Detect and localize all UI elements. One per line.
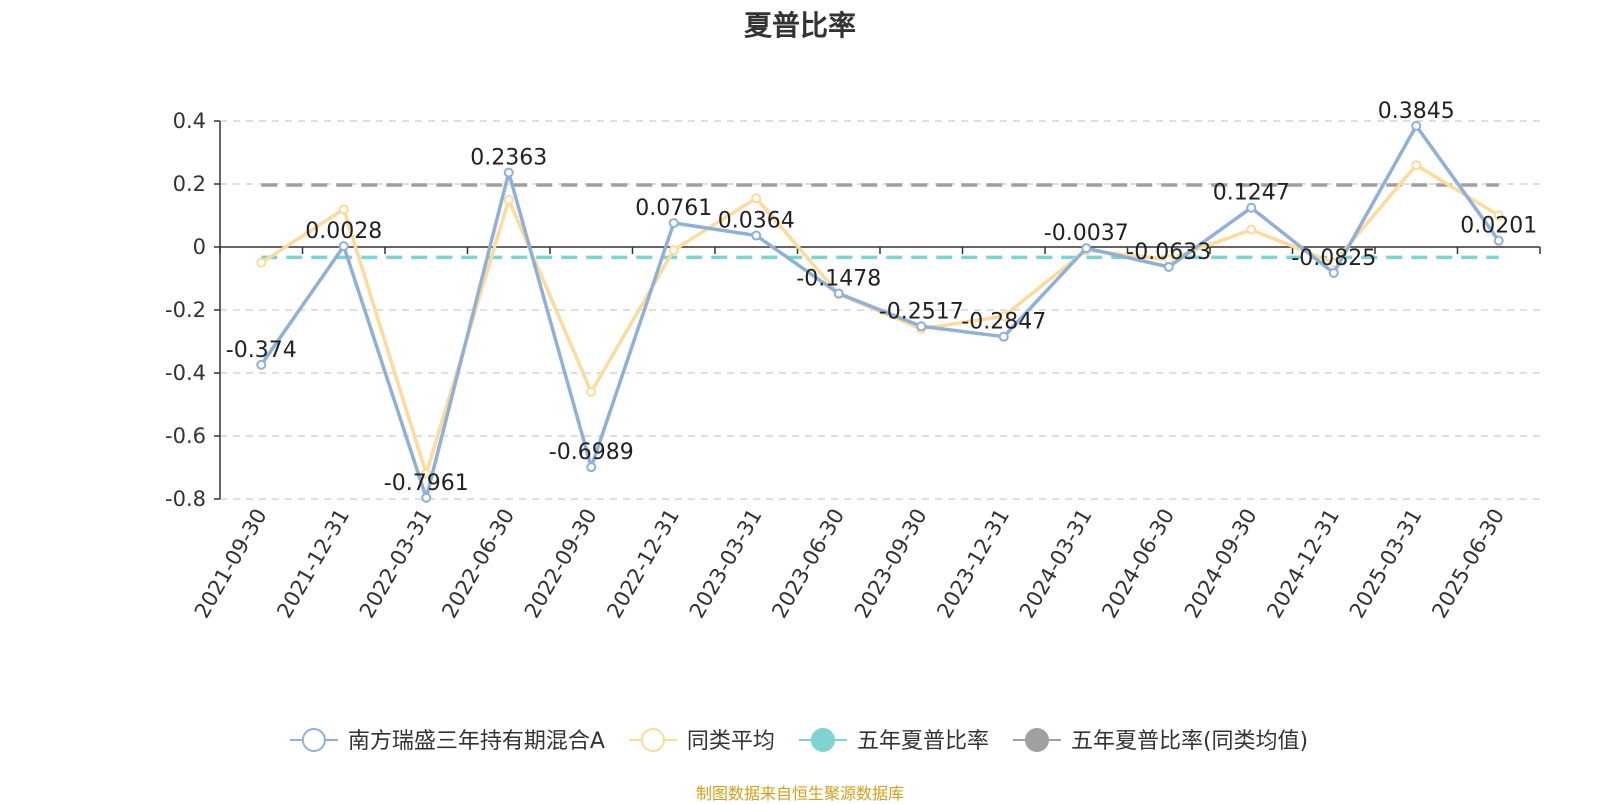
legend-item[interactable]: 南方瑞盛三年持有期混合A [289,728,605,754]
data-point[interactable] [998,311,1009,322]
data-point[interactable] [421,492,432,503]
data-label: -0.1478 [796,267,881,292]
data-point[interactable] [916,321,927,332]
data-point[interactable] [503,194,514,205]
x-tick-label: 2023-09-30 [850,505,932,623]
legend-label: 五年夏普比率(同类均值) [1071,729,1308,754]
x-tick-label: 2022-06-30 [437,505,519,623]
data-point[interactable] [1493,210,1504,221]
legend-marker-icon [640,728,665,752]
data-label: -0.0825 [1291,246,1376,271]
data-label: 0.1247 [1213,181,1290,206]
data-point[interactable] [1246,224,1257,235]
legend[interactable]: 南方瑞盛三年持有期混合A 同类平均 五年夏普比率 五年夏普比率(同类均值) [289,728,1308,754]
legend-item[interactable]: 五年夏普比率 [798,728,989,754]
data-point[interactable] [833,288,844,299]
y-tick-label: 0 [193,235,206,259]
series-line [259,124,1501,500]
legend-label: 南方瑞盛三年持有期混合A [348,729,605,754]
y-tick-label: -0.2 [165,298,206,322]
data-point[interactable] [1081,243,1092,254]
y-tick-label: -0.8 [165,487,206,511]
data-point[interactable] [256,257,267,268]
y-tick-label: -0.4 [165,361,206,385]
x-tick-label: 2021-09-30 [190,505,272,623]
x-tick-label: 2022-09-30 [520,505,602,623]
data-label: -0.6989 [549,440,634,465]
data-point[interactable] [751,193,762,204]
data-point[interactable] [1163,261,1174,272]
data-point[interactable] [338,204,349,215]
data-label: -0.374 [226,338,297,363]
y-tick-label: 0.4 [173,109,206,133]
x-tick-label: 2024-06-30 [1097,505,1179,623]
data-point[interactable] [503,167,514,178]
data-label: 0.3845 [1378,99,1455,124]
x-tick-label: 2024-12-31 [1262,505,1344,623]
legend-label: 同类平均 [687,729,775,754]
x-tick-label: 2022-03-31 [355,505,437,623]
data-label: 0.0761 [635,196,712,221]
x-tick-label: 2022-12-31 [602,505,684,623]
data-point[interactable] [668,218,679,229]
data-labels: -0.3740.0028-0.79610.2363-0.69890.07610.… [226,99,1537,496]
data-point[interactable] [1493,235,1504,246]
data-point[interactable] [256,359,267,370]
x-tick-label: 2023-12-31 [932,505,1014,623]
data-label: -0.0037 [1044,221,1129,246]
source-footer: 制图数据来自恒生聚源数据库 [695,784,904,803]
series-lines [256,120,1504,503]
data-point[interactable] [338,241,349,252]
data-point[interactable] [668,245,679,256]
x-tick-label: 2024-03-31 [1015,505,1097,623]
x-tick-label: 2025-06-30 [1427,505,1509,623]
legend-marker-icon [1024,728,1049,752]
y-tick-label: -0.6 [165,424,206,448]
data-label: -0.2517 [879,299,964,324]
data-label: 0.0028 [305,219,382,244]
legend-item[interactable]: 五年夏普比率(同类均值) [1012,728,1308,754]
data-label: -0.7961 [384,471,469,496]
reference-lines [261,183,1499,260]
x-tick-label: 2024-09-30 [1180,505,1262,623]
data-point[interactable] [998,331,1009,342]
data-label: -0.0633 [1126,240,1211,265]
data-label: 0.2363 [470,146,547,171]
y-tick-label: 0.2 [173,172,206,196]
data-point[interactable] [1328,267,1339,278]
data-point[interactable] [586,386,597,397]
data-point[interactable] [1411,120,1422,131]
data-point[interactable] [1246,202,1257,213]
x-tick-label: 2021-12-31 [272,505,354,623]
data-point[interactable] [751,230,762,241]
x-tick-label: 2025-03-31 [1345,505,1427,623]
chart-title: 夏普比率 [743,9,856,42]
legend-marker-icon [810,728,835,752]
data-label: 0.0201 [1460,214,1537,239]
legend-item[interactable]: 同类平均 [628,728,775,754]
legend-label: 五年夏普比率 [857,729,989,754]
data-point[interactable] [421,468,432,479]
data-point[interactable] [586,462,597,473]
x-tick-label: 2023-03-31 [685,505,767,623]
data-label: 0.0364 [718,209,795,234]
x-tick-label: 2023-06-30 [767,505,849,623]
data-point[interactable] [1411,160,1422,171]
data-label: -0.2847 [961,310,1046,335]
legend-marker-icon [301,728,326,752]
